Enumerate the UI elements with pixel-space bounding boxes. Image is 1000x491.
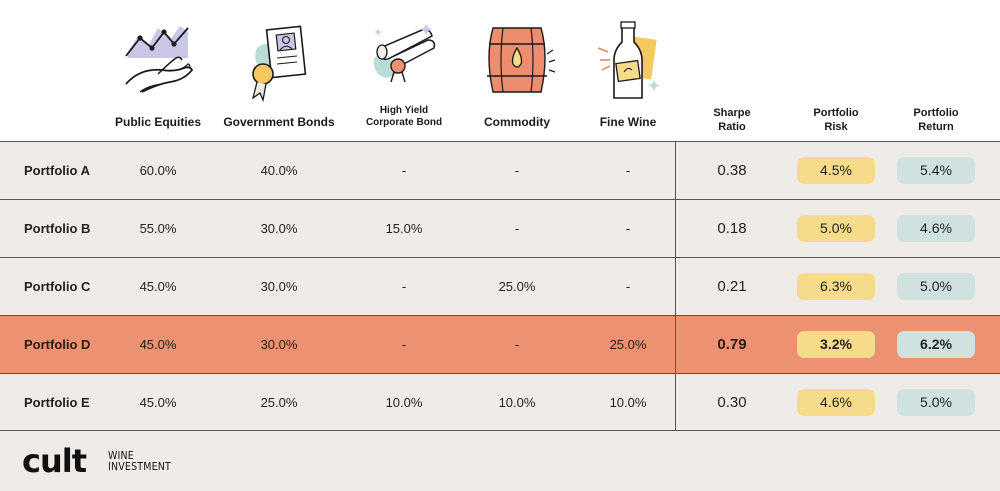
wine-bottle-icon xyxy=(597,21,660,99)
column-label-line2: Risk xyxy=(824,121,848,133)
column-label: Government Bonds xyxy=(223,115,335,129)
return-badge: 5.0% xyxy=(897,389,975,416)
cell-public-equities: 45.0% xyxy=(139,279,177,294)
cell-fine-wine: - xyxy=(625,279,631,294)
logo-subtitle-line2: INVESTMENT xyxy=(108,461,171,473)
barrel-icon xyxy=(487,27,556,93)
table-header: Public Equities Government Bonds xyxy=(0,0,1000,141)
cell-fine-wine: 25.0% xyxy=(609,337,647,352)
cell-high-yield: - xyxy=(401,279,407,294)
cell-public-equities: 55.0% xyxy=(139,221,177,236)
column-header-sharpe-ratio: Sharpe Ratio xyxy=(690,0,774,141)
column-label-line1: High Yield xyxy=(379,105,429,116)
column-header-public-equities: Public Equities xyxy=(110,0,206,141)
column-header-high-yield-corporate-bond: High Yield Corporate Bond xyxy=(352,0,456,141)
certificate-icon xyxy=(251,25,307,103)
portfolio-name: Portfolio C xyxy=(24,279,91,294)
risk-badge: 6.3% xyxy=(797,273,875,300)
cell-government-bonds: 30.0% xyxy=(260,221,298,236)
cell-fine-wine: 10.0% xyxy=(609,395,647,410)
cell-high-yield: - xyxy=(401,337,407,352)
risk-badge: 3.2% xyxy=(797,331,875,358)
column-header-portfolio-return: Portfolio Return xyxy=(896,0,976,141)
portfolio-name: Portfolio B xyxy=(24,221,91,236)
cell-high-yield: 15.0% xyxy=(385,221,423,236)
column-header-fine-wine: Fine Wine xyxy=(580,0,676,141)
scroll-diploma-icon xyxy=(373,24,436,83)
cell-sharpe-ratio: 0.79 xyxy=(717,336,747,353)
column-label-line1: Portfolio xyxy=(913,107,959,119)
return-badge: 4.6% xyxy=(897,215,975,242)
column-label: Commodity xyxy=(484,115,550,129)
logo-wordmark: cult xyxy=(22,442,87,480)
cell-government-bonds: 25.0% xyxy=(260,395,298,410)
portfolio-name: Portfolio D xyxy=(24,337,91,352)
cell-public-equities: 45.0% xyxy=(139,395,177,410)
column-label-line2: Ratio xyxy=(718,121,746,133)
risk-badge: 4.6% xyxy=(797,389,875,416)
column-label-line1: Sharpe xyxy=(713,107,751,119)
column-label-line2: Return xyxy=(918,121,954,133)
chart-hand-icon xyxy=(125,26,194,93)
cell-public-equities: 45.0% xyxy=(139,337,177,352)
logo-subtitle-line1: WINE xyxy=(108,450,134,462)
cell-government-bonds: 30.0% xyxy=(260,337,298,352)
cell-sharpe-ratio: 0.38 xyxy=(717,162,747,179)
cell-sharpe-ratio: 0.18 xyxy=(717,220,747,237)
cell-sharpe-ratio: 0.30 xyxy=(717,394,747,411)
cell-commodity: - xyxy=(514,163,520,178)
cell-commodity: - xyxy=(514,221,520,236)
table-row: Portfolio C 45.0% 30.0% - 25.0% - 0.21 6… xyxy=(0,257,1000,315)
cell-sharpe-ratio: 0.21 xyxy=(717,278,747,295)
column-header-commodity: Commodity xyxy=(470,0,564,141)
cell-government-bonds: 30.0% xyxy=(260,279,298,294)
column-label-line1: Portfolio xyxy=(813,107,859,119)
portfolio-name: Portfolio E xyxy=(24,395,90,410)
return-badge: 6.2% xyxy=(897,331,975,358)
table-row: Portfolio B 55.0% 30.0% 15.0% - - 0.18 5… xyxy=(0,199,1000,257)
column-label: Fine Wine xyxy=(599,115,657,129)
cell-high-yield: 10.0% xyxy=(385,395,423,410)
column-label-line2: Corporate Bond xyxy=(365,117,443,128)
footer: cult WINE INVESTMENT xyxy=(0,430,1000,491)
cell-public-equities: 60.0% xyxy=(139,163,177,178)
cell-government-bonds: 40.0% xyxy=(260,163,298,178)
table-row-highlighted: Portfolio D 45.0% 30.0% - - 25.0% 0.79 3… xyxy=(0,315,1000,373)
risk-badge: 4.5% xyxy=(797,157,875,184)
return-badge: 5.4% xyxy=(897,157,975,184)
risk-badge: 5.0% xyxy=(797,215,875,242)
cell-commodity: 25.0% xyxy=(498,279,536,294)
column-header-government-bonds: Government Bonds xyxy=(220,0,338,141)
cell-fine-wine: - xyxy=(625,163,631,178)
column-divider xyxy=(675,141,676,430)
cell-commodity: 10.0% xyxy=(498,395,536,410)
cell-commodity: - xyxy=(514,337,520,352)
return-badge: 5.0% xyxy=(897,273,975,300)
column-header-portfolio-risk: Portfolio Risk xyxy=(796,0,876,141)
cell-fine-wine: - xyxy=(625,221,631,236)
table-row: Portfolio A 60.0% 40.0% - - - 0.38 4.5% … xyxy=(0,141,1000,199)
column-label: Public Equities xyxy=(114,115,201,129)
portfolio-name: Portfolio A xyxy=(24,163,90,178)
table-row: Portfolio E 45.0% 25.0% 10.0% 10.0% 10.0… xyxy=(0,373,1000,431)
cell-high-yield: - xyxy=(401,163,407,178)
